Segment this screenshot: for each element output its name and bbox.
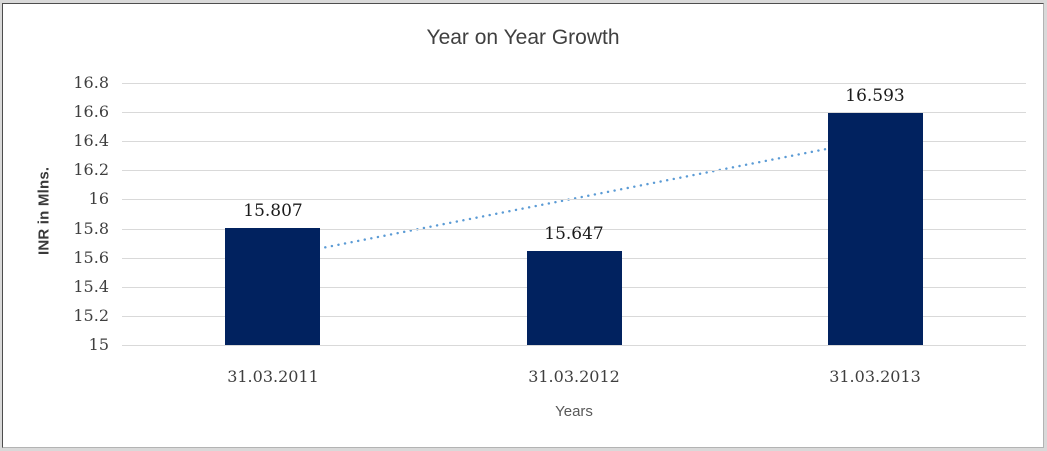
data-label: 15.807 [243,201,303,221]
data-label: 16.593 [845,86,905,106]
y-tick-label: 16.2 [73,160,109,179]
bar-31.03.2013 [828,113,923,345]
x-tick-label: 31.03.2012 [528,367,620,386]
y-tick-label: 16 [88,189,109,208]
gridline [122,83,1026,84]
chart-title: Year on Year Growth [426,26,620,49]
y-tick-label: 16.4 [73,131,109,150]
y-tick-label: 16.8 [73,73,109,92]
y-tick-label: 15.2 [73,306,109,325]
gridline [122,199,1026,200]
gridline [122,112,1026,113]
bar-31.03.2011 [225,228,320,345]
y-tick-label: 15 [88,335,109,354]
gridline [122,345,1026,346]
data-label: 15.647 [544,224,604,244]
x-axis-title: Years [555,403,593,420]
gridline [122,141,1026,142]
x-tick-label: 31.03.2011 [227,367,319,386]
y-tick-label: 15.8 [73,219,109,238]
y-tick-label: 15.6 [73,248,109,267]
y-tick-label: 15.4 [73,277,109,296]
y-tick-label: 16.6 [73,102,109,121]
chart-frame: Year on Year Growth INR in Mlns. Years 1… [2,3,1044,448]
x-tick-label: 31.03.2013 [829,367,921,386]
gridline [122,229,1026,230]
bar-31.03.2012 [527,251,622,345]
gridline [122,170,1026,171]
